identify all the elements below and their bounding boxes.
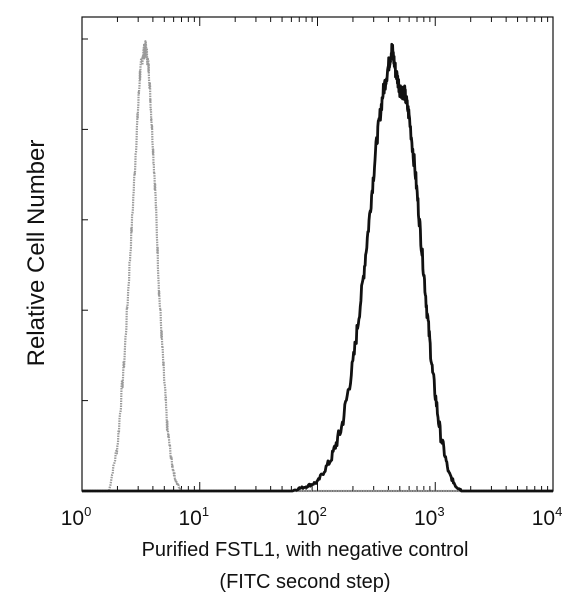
- series-line-negative-control: [82, 40, 553, 493]
- x-axis-label-line2: (FITC second step): [219, 571, 390, 593]
- x-axis-label-line1: Purified FSTL1, with negative control: [142, 539, 469, 561]
- x-tick-label: 102: [296, 504, 327, 530]
- x-tick-label: 103: [414, 504, 445, 530]
- histogram-series: [82, 40, 553, 493]
- axis-ticks: [81, 17, 554, 491]
- plot-frame: [81, 16, 554, 492]
- x-tick-label: 100: [61, 504, 92, 530]
- x-tick-label: 104: [532, 504, 563, 530]
- y-axis-label: Relative Cell Number: [23, 140, 50, 367]
- series-line-purified-fstl1: [82, 42, 553, 493]
- x-tick-labels: 100 101 102 103 104: [61, 504, 563, 530]
- x-tick-label: 101: [178, 504, 209, 530]
- plot-border: [81, 16, 554, 492]
